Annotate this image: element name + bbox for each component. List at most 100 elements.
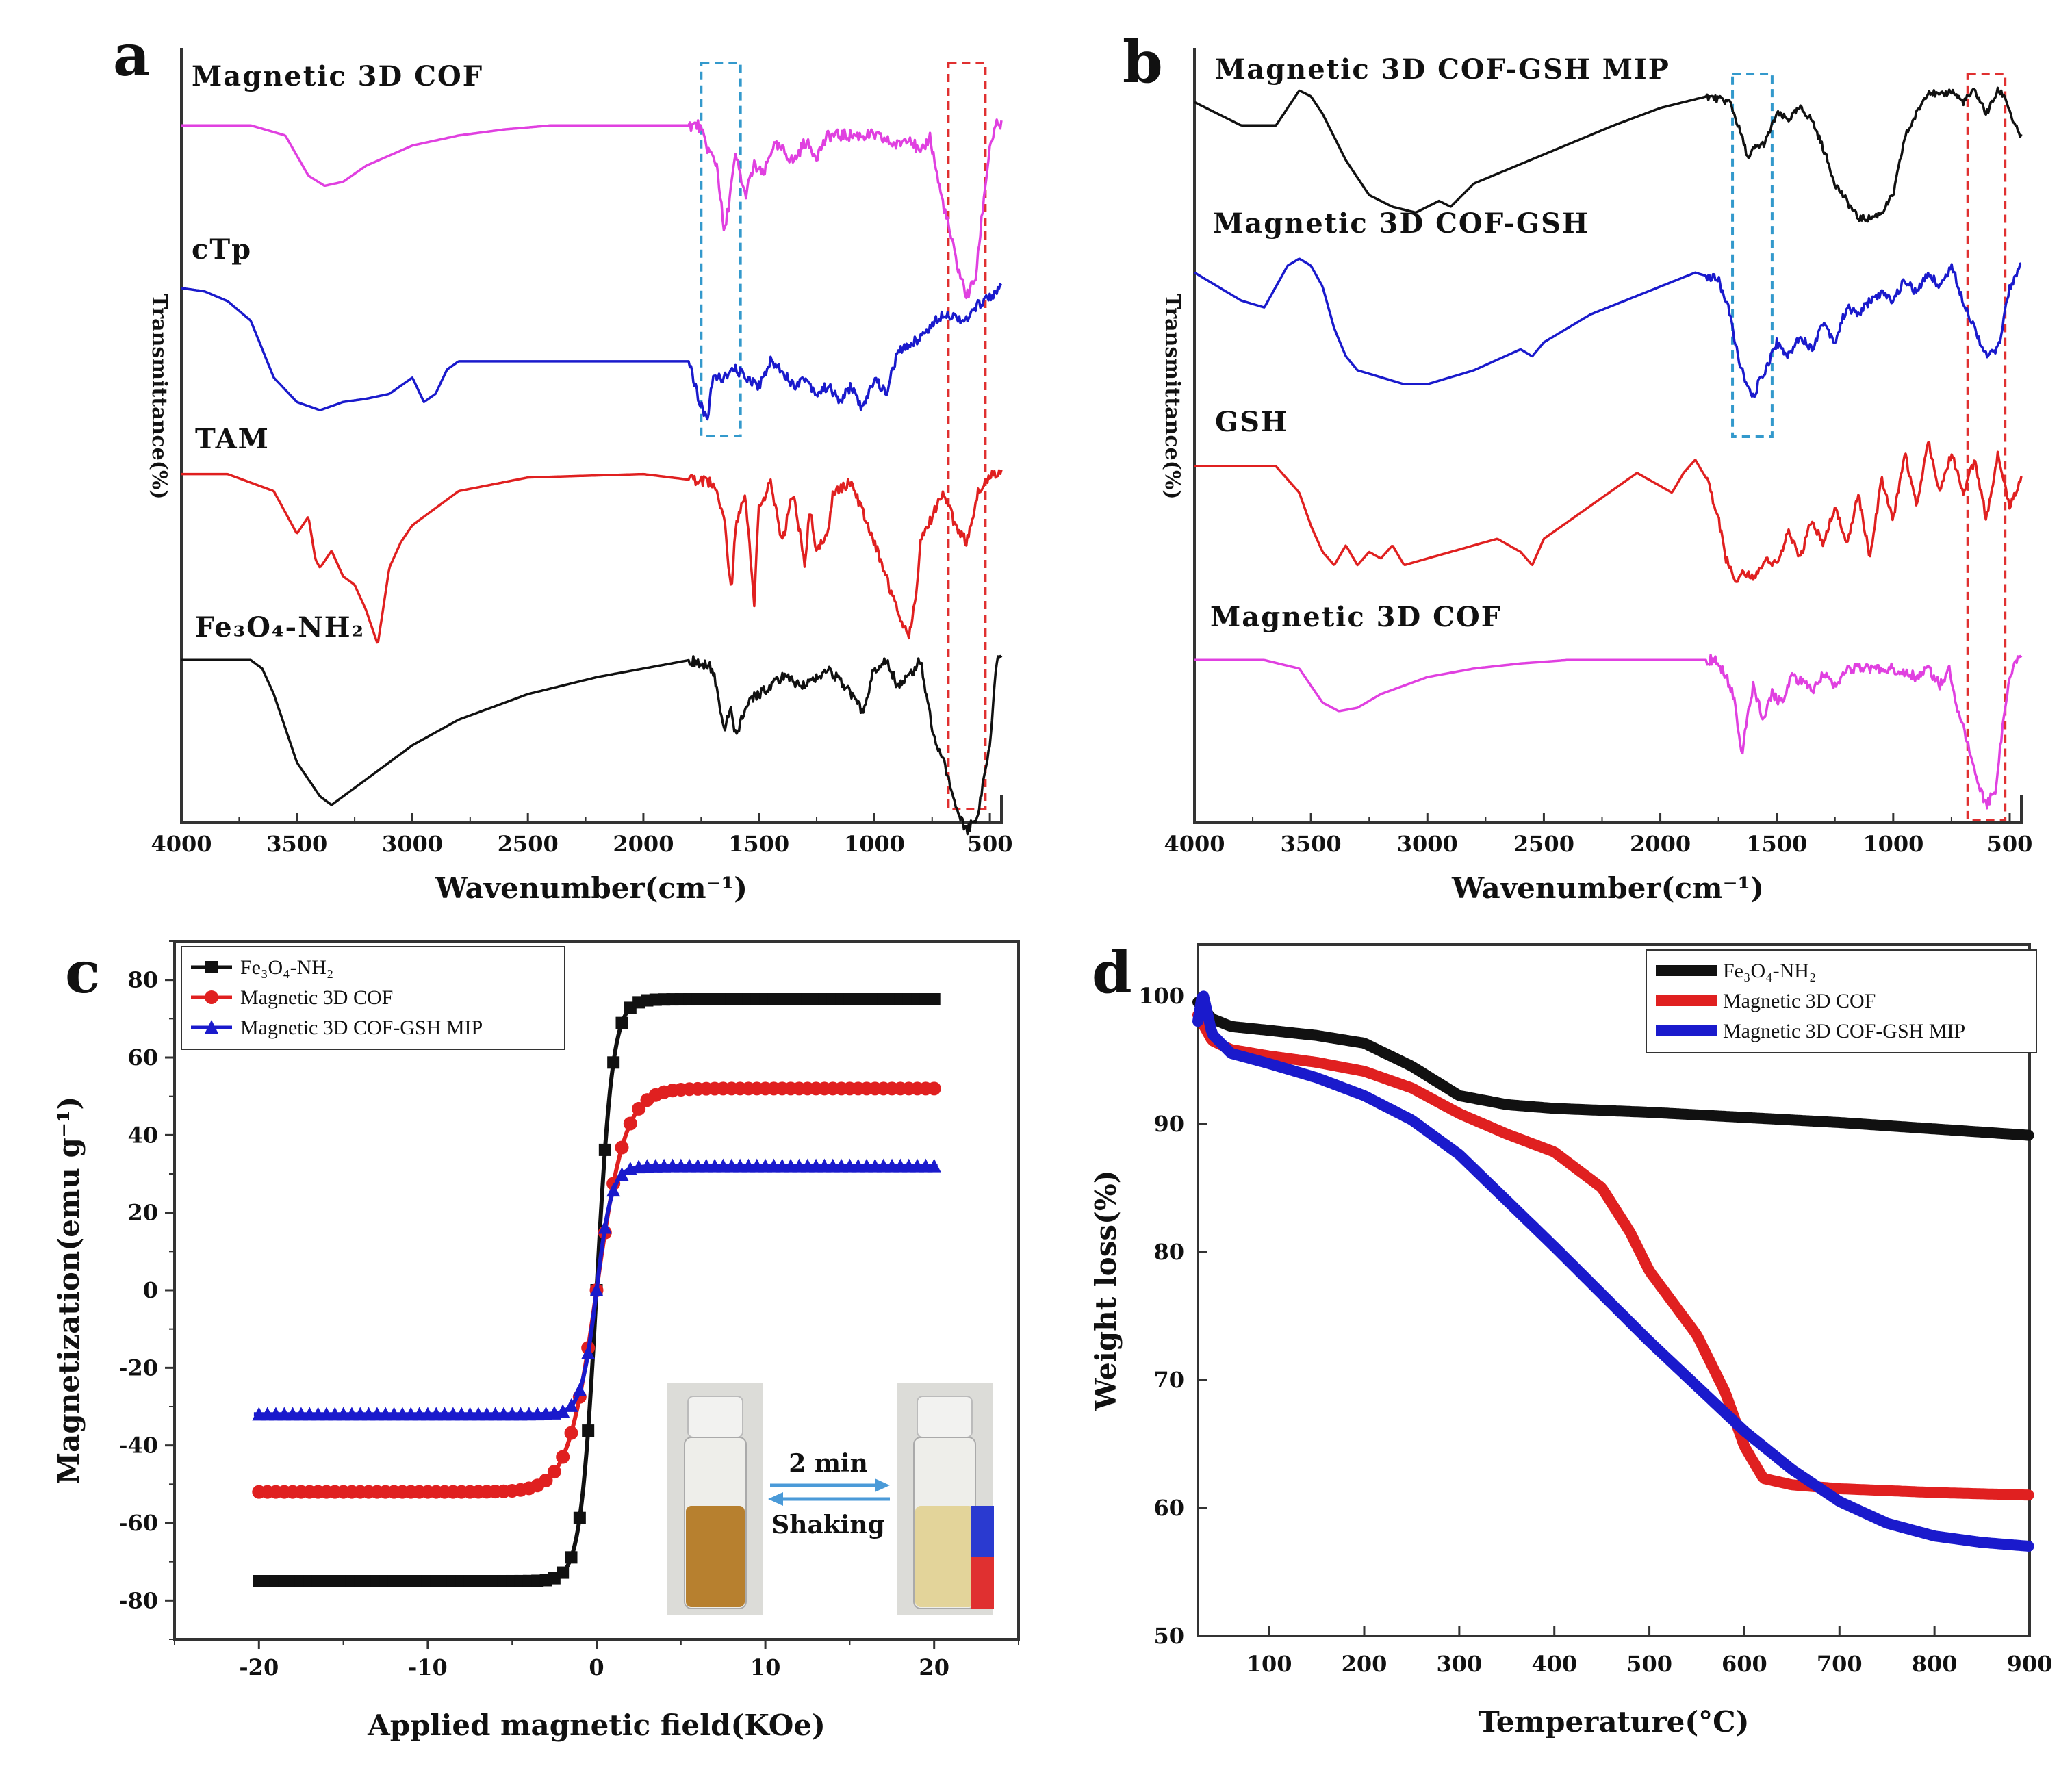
panel-b-xtick-label: 2000: [1630, 831, 1691, 857]
inset-label-time: 2 min: [789, 1449, 868, 1478]
panel-d-frame: [1197, 943, 2031, 1637]
panel-b-xtick-label: 3000: [1397, 831, 1458, 857]
vial-liquid: [686, 1506, 745, 1607]
panel-c-marker-triangle: [581, 1345, 596, 1359]
panel-c-xtick-label: 10: [750, 1654, 781, 1680]
panel-c-marker-square: [565, 1551, 578, 1564]
panel-d-series-2-line: [1192, 1009, 2034, 1501]
vial-after: [897, 1383, 994, 1615]
panel-b-xlabel: Wavenumber(cm⁻¹): [1451, 871, 1764, 905]
panel-c-marker-circle: [623, 1116, 637, 1131]
panel-c-marker-circle: [615, 1140, 629, 1155]
panel-c-marker-triangle: [572, 1382, 587, 1396]
panel-b-series-3-label: GSH: [1215, 406, 1288, 438]
panel-d-xtick-label: 400: [1531, 1651, 1577, 1677]
panel-a-highlight-box-1: [700, 62, 742, 437]
panel-d-ytick-label: 100: [1138, 983, 1184, 1009]
panel-b-series-4-line: [1194, 654, 2023, 810]
vial-cap: [917, 1396, 973, 1438]
panel-c-marker-circle: [547, 1465, 561, 1479]
panel-c-marker-triangle: [927, 1158, 941, 1173]
panel-a-xtick-label: 1000: [844, 831, 905, 857]
panel-c-marker-triangle: [598, 1220, 612, 1234]
panel-c-series-3-markers: [252, 1158, 941, 1421]
panel-d-xtick-label: 900: [2007, 1651, 2053, 1677]
panel-c-ytick-label: -40: [118, 1433, 158, 1459]
panel-a-series-1-line: [181, 118, 1003, 300]
inset-label-shaking: Shaking: [771, 1511, 884, 1539]
panel-letter-c: c: [65, 938, 100, 1006]
panel-d-xtick-label: 300: [1436, 1651, 1482, 1677]
panel-d-xtick-label: 100: [1246, 1651, 1292, 1677]
panel-c-ytick-label: -80: [118, 1587, 158, 1613]
panel-d-legend: Fe₃O₄-NH₂ Magnetic 3D COF Magnetic 3D COF-…: [1646, 949, 2037, 1053]
panel-c-xtick-label: -10: [408, 1654, 448, 1680]
panel-d-xtick-label: 500: [1626, 1651, 1672, 1677]
panel-b-xtick-label: 3500: [1281, 831, 1342, 857]
panel-d-legend-label-3: Magnetic 3D COF-GSH MIP: [1723, 1020, 1965, 1042]
panel-c-marker-square: [573, 1511, 586, 1524]
panel-c-legend-marker: [205, 961, 218, 973]
panel-a-series-4-line: [181, 654, 1003, 836]
panel-a-xtick-label: 500: [967, 831, 1013, 857]
panel-c-legend-box: [181, 946, 565, 1050]
panel-c-inset: 2 min Shaking: [667, 1383, 994, 1615]
panel-c-xtick-label: -20: [239, 1654, 279, 1680]
inset-arrow-right-head: [875, 1478, 890, 1492]
panel-c-xlabel: Applied magnetic field(KOe): [367, 1708, 826, 1742]
panel-c-series-1-markers: [253, 993, 941, 1587]
panel-c-marker-square: [557, 1566, 570, 1579]
panel-c-legend: Fe₃O₄-NH₂ Magnetic 3D COF Magnetic 3D COF-…: [181, 946, 565, 1050]
panel-c-series-2-markers: [252, 1081, 941, 1499]
panel-b-highlight-box-1: [1731, 73, 1774, 438]
panel-c-ytick-label: 40: [127, 1122, 158, 1148]
panel-letter-a: a: [113, 21, 150, 89]
panel-a-xlabel: Wavenumber(cm⁻¹): [435, 871, 747, 905]
panel-c-ytick-label: 60: [127, 1045, 158, 1071]
panel-a-xtick-label: 2000: [613, 831, 674, 857]
panel-c-marker-triangle: [564, 1398, 578, 1412]
magnet-north: [971, 1506, 994, 1557]
panel-letter-d: d: [1092, 938, 1132, 1006]
panel-d-xtick-label: 700: [1817, 1651, 1863, 1677]
panel-a-xtick-label: 1500: [728, 831, 789, 857]
panel-c-hysteresis: -20 -10 0 10 20 -80 -60 -40 -20 0 20 40 60 80 Applied …: [52, 940, 1020, 1742]
panel-a-xtick-label: 3000: [382, 831, 443, 857]
panel-d-xtick-label: 600: [1722, 1651, 1767, 1677]
panel-c-marker-circle: [927, 1081, 941, 1096]
panel-a-series-3-label: TAM: [195, 423, 270, 455]
panel-d-legend-label-2: Magnetic 3D COF: [1723, 990, 1876, 1012]
panel-c-marker-circle: [564, 1426, 578, 1440]
panel-d-legend-label-1: Fe₃O₄-NH₂: [1723, 960, 1816, 982]
panel-d-ytick-label: 80: [1153, 1239, 1184, 1265]
panel-letter-b: b: [1123, 28, 1163, 96]
inset-arrow-left-head: [768, 1492, 783, 1506]
panel-c-marker-triangle: [589, 1283, 604, 1296]
panel-a-series-3-line: [181, 469, 1003, 644]
panel-c-ylabel: Magnetization(emu g⁻¹): [52, 1097, 86, 1485]
magnet-south: [971, 1557, 994, 1609]
panel-b-xtick-label: 1500: [1746, 831, 1807, 857]
panel-b-axes: [1193, 48, 2023, 824]
panel-d-tga: 100 200 300 400 500 600 700 800 900 50 60 70 80 90 100…: [1089, 943, 2053, 1739]
panel-a-xtick-label: 2500: [498, 831, 559, 857]
panel-d-ytick-label: 50: [1153, 1623, 1184, 1649]
panel-d-ytick-label: 60: [1153, 1495, 1184, 1521]
panel-c-legend-label-3: Magnetic 3D COF-GSH MIP: [240, 1016, 483, 1039]
panel-b-ylabel: Transmittance(%): [1160, 294, 1184, 499]
panel-a-highlight-box-2: [947, 62, 987, 810]
vial-cap: [687, 1396, 743, 1438]
panel-a-series-2-line: [181, 283, 1003, 421]
panel-b-xtick-label: 2500: [1513, 831, 1574, 857]
panel-b-xtick-label: 4000: [1164, 831, 1225, 857]
vial-liquid: [915, 1506, 974, 1607]
panel-c-marker-square: [607, 1056, 620, 1069]
panel-c-xtick-label: 0: [589, 1654, 604, 1680]
panel-a-ftir: 4000 3500 3000 2500 2000 1500 1000 500 Wavenumbe…: [147, 48, 1013, 905]
panel-c-marker-circle: [539, 1473, 553, 1487]
panel-d-xtick-label: 200: [1342, 1651, 1387, 1677]
panel-d-ytick-label: 70: [1153, 1367, 1184, 1393]
panel-a-series-4-label: Fe₃O₄-NH₂: [195, 611, 365, 643]
panel-b-series-2-line: [1194, 257, 2022, 398]
panel-c-legend-marker: [205, 990, 218, 1004]
